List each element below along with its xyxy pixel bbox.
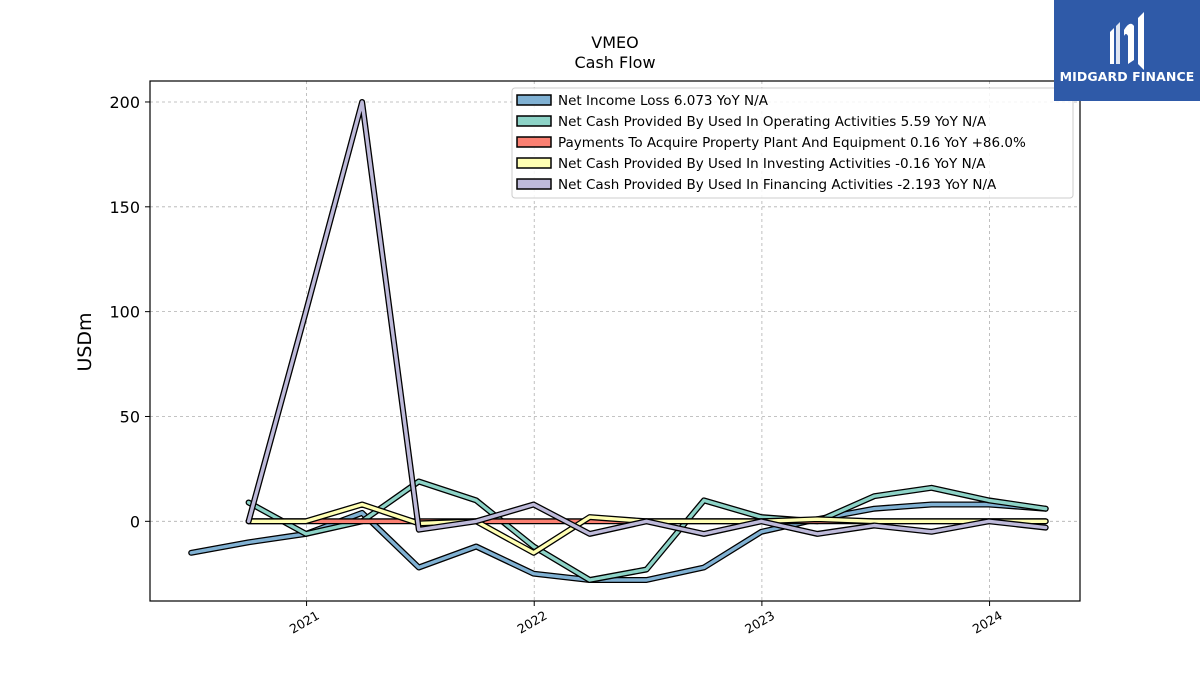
brand-name: MIDGARD FINANCE [1059, 69, 1195, 84]
y-axis-ticks: 0 50 100 150 200 [109, 93, 150, 531]
legend-entry-label: Net Cash Provided By Used In Operating A… [558, 114, 987, 130]
legend-swatch [516, 157, 552, 169]
legend-swatch [516, 136, 552, 148]
y-tick-label: 150 [109, 198, 140, 217]
x-axis-ticks: 2021 2022 2023 2024 [287, 601, 1005, 637]
y-tick-label: 50 [120, 407, 140, 426]
legend-entry-label: Net Cash Provided By Used In Financing A… [558, 177, 997, 193]
y-tick-label: 0 [130, 512, 140, 531]
legend-entry-label: Net Cash Provided By Used In Investing A… [558, 156, 986, 172]
x-tick-label: 2024 [970, 608, 1005, 637]
legend-swatch [516, 94, 552, 106]
legend-swatch [516, 178, 552, 190]
chart-subtitle: Cash Flow [574, 53, 655, 72]
midgard-m-logo-icon [1110, 12, 1144, 70]
legend-entry-label: Net Income Loss 6.073 YoY N/A [558, 93, 769, 109]
x-tick-label: 2022 [514, 608, 549, 637]
x-tick-label: 2023 [742, 608, 777, 637]
legend-box [511, 87, 1074, 199]
midgard-finance-logo: MIDGARD FINANCE [1054, 0, 1200, 101]
legend-swatch [516, 115, 552, 127]
plot-area-frame [149, 80, 1081, 602]
y-axis-label: USDm [74, 312, 96, 371]
y-tick-label: 200 [109, 93, 140, 112]
series-line [246, 100, 1048, 536]
x-tick-label: 2021 [287, 608, 322, 637]
chart-title: VMEO [591, 33, 638, 52]
legend-entry-label: Payments To Acquire Property Plant And E… [558, 135, 1026, 151]
series-lines [188, 99, 1049, 583]
y-tick-label: 100 [109, 303, 140, 322]
legend: Net Income Loss 6.073 YoY N/A Net Cash Pr… [511, 87, 1074, 199]
